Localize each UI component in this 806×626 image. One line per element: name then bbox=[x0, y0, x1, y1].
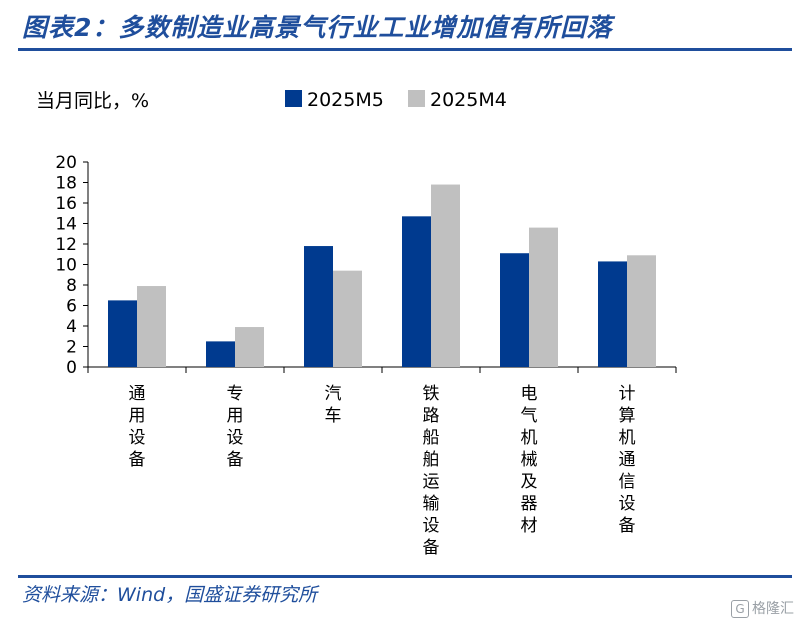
bar-2025M4 bbox=[333, 270, 362, 367]
bar-2025M5 bbox=[304, 246, 333, 367]
bar-2025M5 bbox=[206, 341, 235, 367]
x-category-label: 通用设备 bbox=[129, 384, 146, 470]
y-tick-label: 18 bbox=[55, 174, 77, 194]
watermark: G 格隆汇 bbox=[731, 598, 794, 618]
bar-2025M5 bbox=[402, 216, 431, 367]
y-tick-label: 16 bbox=[55, 194, 77, 214]
bottom-rule bbox=[18, 575, 792, 578]
source-note: 资料来源：Wind，国盛证券研究所 bbox=[22, 584, 318, 606]
y-tick-label: 4 bbox=[66, 317, 77, 337]
chart-title: 图表2：多数制造业高景气行业工业增加值有所回落 bbox=[22, 13, 613, 42]
legend: 2025M5 2025M4 bbox=[285, 89, 507, 111]
top-rule bbox=[18, 48, 792, 51]
bar-2025M4 bbox=[529, 227, 558, 367]
x-category-label: 专用设备 bbox=[227, 384, 244, 470]
x-category-label: 铁路船舶运输设备 bbox=[423, 384, 440, 558]
y-tick-label: 10 bbox=[55, 256, 77, 276]
watermark-text: 格隆汇 bbox=[752, 601, 794, 617]
y-axis-unit-label: 当月同比，% bbox=[36, 90, 149, 112]
y-tick-label: 2 bbox=[66, 338, 77, 358]
bar-2025M4 bbox=[431, 184, 460, 367]
watermark-logo-icon: G bbox=[731, 600, 749, 618]
bar-2025M5 bbox=[108, 300, 137, 367]
legend-label-2025M4: 2025M4 bbox=[430, 89, 507, 111]
bar-2025M5 bbox=[500, 253, 529, 367]
legend-swatch-2025M4 bbox=[408, 90, 425, 107]
x-category-label: 汽车 bbox=[325, 384, 342, 426]
x-category-label: 电气机械及器材 bbox=[521, 384, 538, 536]
y-tick-label: 0 bbox=[66, 358, 77, 378]
bar-2025M4 bbox=[137, 286, 166, 367]
y-tick-label: 6 bbox=[66, 297, 77, 317]
y-tick-label: 8 bbox=[66, 276, 77, 296]
x-category-label: 计算机通信设备 bbox=[619, 384, 636, 536]
y-tick-label: 12 bbox=[55, 235, 77, 255]
y-tick-label: 20 bbox=[55, 153, 77, 173]
y-tick-label: 14 bbox=[55, 215, 77, 235]
legend-label-2025M5: 2025M5 bbox=[307, 89, 384, 111]
legend-swatch-2025M5 bbox=[285, 90, 302, 107]
bar-2025M4 bbox=[627, 255, 656, 367]
bar-2025M4 bbox=[235, 327, 264, 367]
bar-2025M5 bbox=[598, 261, 627, 367]
